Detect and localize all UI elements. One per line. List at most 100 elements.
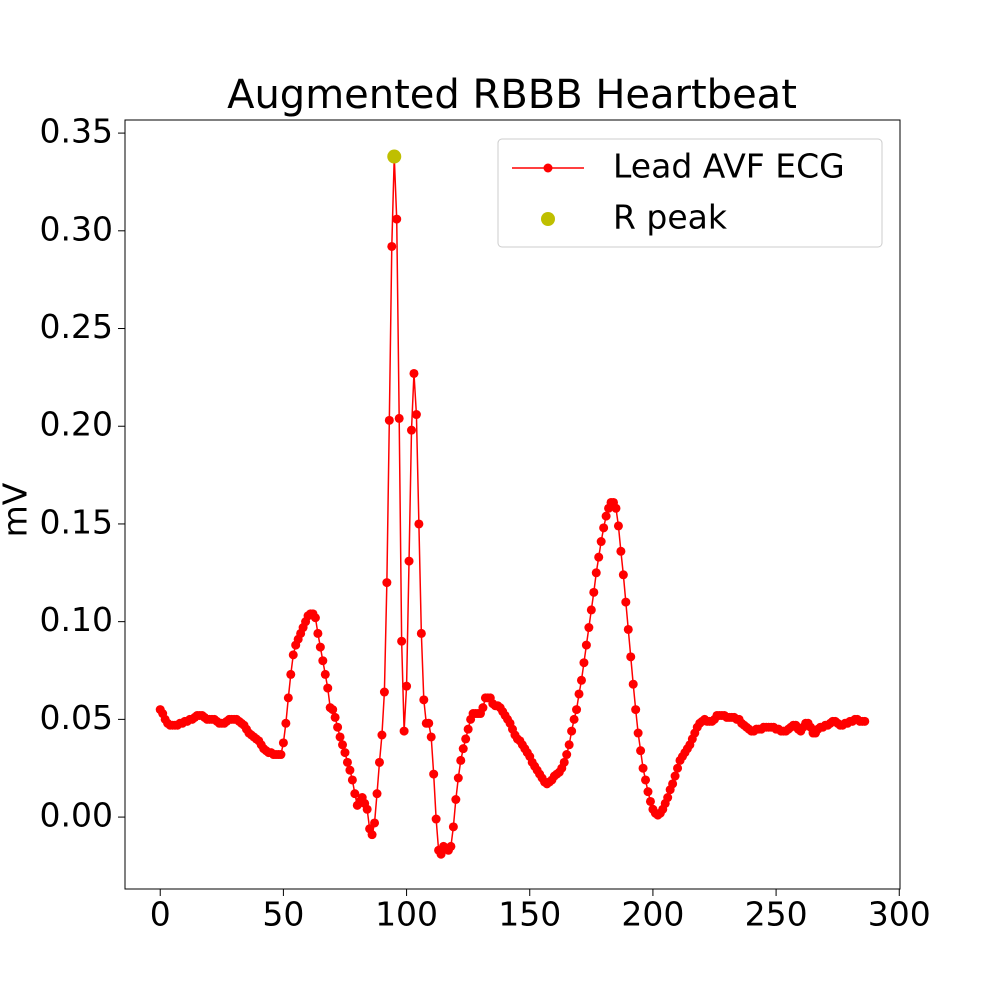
data-point: [670, 771, 680, 781]
data-point: [424, 718, 434, 728]
data-point: [278, 738, 288, 748]
x-tick-label: 200: [621, 895, 684, 934]
x-tick-label: 50: [262, 895, 304, 934]
legend: Lead AVF ECG R peak: [497, 138, 883, 248]
data-point: [446, 841, 456, 851]
data-point: [673, 763, 683, 773]
data-point: [596, 537, 606, 547]
data-point: [448, 822, 458, 832]
data-point: [335, 732, 345, 742]
data-point: [406, 425, 416, 435]
data-point: [414, 519, 424, 529]
data-point: [626, 652, 636, 662]
y-tick-label: 0.10: [40, 600, 113, 639]
data-point: [581, 640, 591, 650]
data-point: [645, 796, 655, 806]
data-point: [409, 368, 419, 378]
y-tick-label: 0.20: [40, 405, 113, 444]
x-tick-label: 0: [150, 895, 171, 934]
data-point: [419, 695, 429, 705]
data-point: [638, 763, 648, 773]
data-point: [569, 714, 579, 724]
data-point: [283, 693, 293, 703]
data-point: [663, 793, 673, 803]
data-point: [589, 587, 599, 597]
data-point: [382, 578, 392, 588]
data-point: [345, 765, 355, 775]
y-tick-label: 0.30: [40, 209, 113, 248]
data-point: [367, 830, 377, 840]
data-point: [611, 503, 621, 513]
data-point: [623, 624, 633, 634]
data-point: [379, 687, 389, 697]
data-point: [463, 724, 473, 734]
data-point: [559, 757, 569, 767]
legend-label: Lead AVF ECG: [613, 147, 845, 186]
data-point: [601, 511, 611, 521]
data-point: [402, 681, 412, 691]
data-point: [616, 546, 626, 556]
peak-marker: [387, 149, 402, 164]
y-tick-label: 0.05: [40, 698, 113, 737]
data-point: [643, 787, 653, 797]
data-point: [641, 775, 651, 785]
data-point: [618, 570, 628, 580]
data-point: [394, 413, 404, 423]
legend-marker: [543, 163, 553, 173]
data-point: [333, 722, 343, 732]
y-tick-label: 0.35: [40, 112, 113, 151]
data-point: [399, 726, 409, 736]
data-point: [318, 656, 328, 666]
y-tick-label: 0.15: [40, 502, 113, 541]
data-point: [276, 750, 286, 760]
data-point: [591, 568, 601, 578]
x-tick-label: 250: [745, 895, 808, 934]
legend-marker: [541, 212, 555, 226]
data-point: [347, 775, 357, 785]
data-point: [372, 789, 382, 799]
data-point: [397, 636, 407, 646]
data-point: [586, 605, 596, 615]
data-point: [426, 732, 436, 742]
data-point: [860, 716, 870, 726]
data-point: [338, 740, 348, 750]
data-point: [636, 746, 646, 756]
x-tick-label: 100: [375, 895, 438, 934]
data-point: [392, 214, 402, 224]
data-point: [613, 521, 623, 531]
data-point: [370, 818, 380, 828]
y-tick-label: 0.25: [40, 307, 113, 346]
data-point: [404, 556, 414, 566]
data-point: [411, 410, 421, 420]
data-point: [458, 744, 468, 754]
data-point: [313, 628, 323, 638]
data-point: [362, 804, 372, 814]
data-point: [387, 241, 397, 251]
data-point: [633, 728, 643, 738]
data-point: [451, 794, 461, 804]
data-point: [599, 523, 609, 533]
data-point: [340, 748, 350, 758]
data-point: [594, 552, 604, 562]
data-point: [576, 675, 586, 685]
data-point: [628, 679, 638, 689]
chart-title: Augmented RBBB Heartbeat: [227, 72, 797, 118]
y-tick-label: 0.00: [40, 796, 113, 835]
x-tick-label: 150: [498, 895, 561, 934]
series: [387, 149, 402, 164]
data-point: [562, 750, 572, 760]
y-axis-label: mV: [0, 482, 35, 537]
data-point: [342, 757, 352, 767]
x-tick-label: 300: [868, 895, 931, 934]
legend-box: [497, 138, 883, 248]
data-point: [416, 628, 426, 638]
data-point: [431, 814, 441, 824]
data-point: [330, 712, 340, 722]
data-point: [350, 789, 360, 799]
data-point: [286, 669, 296, 679]
data-point: [288, 650, 298, 660]
data-point: [456, 755, 466, 765]
data-point: [572, 705, 582, 715]
data-point: [668, 779, 678, 789]
data-point: [320, 669, 330, 679]
